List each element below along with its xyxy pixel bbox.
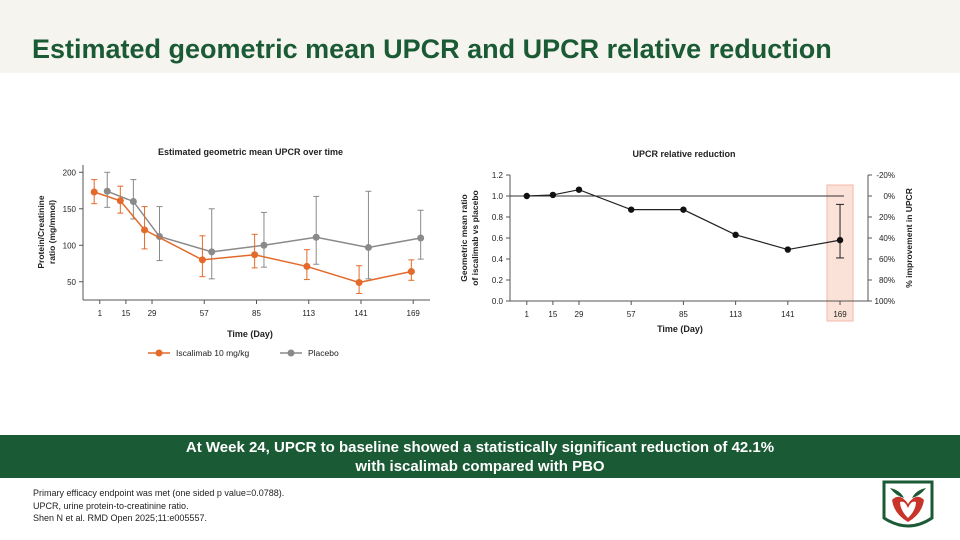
chart2-x-tick-label: 113 xyxy=(729,310,742,319)
chart2-title: UPCR relative reduction xyxy=(632,149,735,159)
footnote-1: Primary efficacy endpoint was met (one s… xyxy=(33,488,285,498)
chart2-y-tick-label: 0.4 xyxy=(492,255,504,264)
chart2-ratio-point xyxy=(523,192,530,200)
chart2-ratio-point xyxy=(680,206,687,213)
placebo-point xyxy=(364,243,372,251)
chart1-y-tick-label: 50 xyxy=(67,278,76,287)
chart2-ratio-line xyxy=(526,189,841,251)
chart2-y2-tick-label: 0% xyxy=(883,192,895,201)
chart2-y2-tick-label: 40% xyxy=(879,234,895,243)
legend-placebo-label: Placebo xyxy=(308,348,339,358)
chart2-y2-tick-label: 80% xyxy=(879,276,895,285)
iscalimab-point xyxy=(141,226,149,234)
placebo-point xyxy=(312,233,320,241)
iscalimab-series-line xyxy=(93,191,412,284)
iscalimab-point xyxy=(198,256,206,264)
chart1-title: Estimated geometric mean UPCR over time xyxy=(158,147,343,157)
iscalimab-point xyxy=(407,268,415,276)
placebo-series-line xyxy=(106,190,421,253)
chart1-x-tick-label: 169 xyxy=(407,309,421,318)
chart2-ratio-point xyxy=(627,206,635,213)
chart2-y-tick-label: 0.8 xyxy=(492,213,504,222)
chart1-x-tick-label: 141 xyxy=(354,309,368,318)
legend-placebo-marker xyxy=(287,349,295,357)
legend-iscalimab-label: Iscalimab 10 mg/kg xyxy=(176,348,249,358)
banner-line-1: At Week 24, UPCR to baseline showed a st… xyxy=(185,439,775,456)
placebo-point xyxy=(260,241,268,249)
chart1-x-tick-label: 85 xyxy=(252,309,261,318)
chart2-y2-tick-label: 20% xyxy=(879,213,895,222)
iscalimab-point xyxy=(355,278,363,286)
chart2-ratio-point xyxy=(836,236,844,244)
chart2-ratio-point xyxy=(575,186,583,193)
iscalimab-point xyxy=(303,262,311,270)
chart2-x-tick-label: 29 xyxy=(575,310,584,319)
chart2-x-tick-label: 15 xyxy=(548,310,557,319)
chart2-y-tick-label: 0.0 xyxy=(492,297,504,306)
chart2-y-axis-label: Geometric mean ratioof iscalimab vs plac… xyxy=(459,190,480,285)
chart2-y-tick-label: 1.2 xyxy=(492,171,504,180)
banner-line-2: with iscalimab compared with PBO xyxy=(355,458,605,475)
chart1-x-tick-label: 57 xyxy=(200,309,209,318)
chart2-y-tick-label: 0.6 xyxy=(492,234,504,243)
footnote-3: Shen N et al. RMD Open 2025;11:e005557. xyxy=(33,513,207,523)
title-band xyxy=(0,0,960,73)
chart1-y-tick-label: 200 xyxy=(63,168,77,177)
footnotes: Primary efficacy endpoint was met (one s… xyxy=(33,487,284,525)
chart1-y-axis-label: Protein/Creatinineratio (mg/mmol) xyxy=(36,195,57,268)
chart2-x-tick-label: 1 xyxy=(525,310,530,319)
iscalimab-point xyxy=(116,197,124,205)
chart2-y-tick-label: 0.2 xyxy=(492,276,504,285)
chart1-y-tick-label: 100 xyxy=(63,241,77,250)
placebo-point xyxy=(417,234,425,242)
chart2-ratio-point xyxy=(549,191,557,199)
chart2-y2-tick-label: -20% xyxy=(876,171,895,180)
placebo-point xyxy=(208,248,216,256)
footnote-2: UPCR, urine protein-to-creatinine ratio. xyxy=(33,500,189,511)
chart1-x-tick-label: 1 xyxy=(98,309,103,318)
chart2-y2-axis-label: % improvement in UPCR xyxy=(904,188,914,288)
chart2-x-tick-label: 169 xyxy=(833,310,847,319)
iscalimab-point xyxy=(90,188,98,196)
chart1-x-tick-label: 113 xyxy=(302,309,315,318)
chart1-x-tick-label: 15 xyxy=(121,309,130,318)
chart2-y2-tick-label: 100% xyxy=(875,297,895,306)
slide-title: Estimated geometric mean UPCR and UPCR r… xyxy=(32,34,832,64)
chart2-x-tick-label: 57 xyxy=(627,310,636,319)
chart2-x-axis-label: Time (Day) xyxy=(657,324,703,334)
chart2-y2-tick-label: 60% xyxy=(879,255,895,264)
chart1-x-axis-label: Time (Day) xyxy=(227,329,273,339)
chart2-x-tick-label: 141 xyxy=(781,310,795,319)
conclusion-banner: At Week 24, UPCR to baseline showed a st… xyxy=(0,435,960,478)
chart2-ratio-point xyxy=(784,246,792,253)
chart1-y-tick-label: 150 xyxy=(63,205,77,214)
chart1-x-tick-label: 29 xyxy=(148,309,157,318)
legend-iscalimab-marker xyxy=(155,349,163,357)
butterfly-logo-icon xyxy=(882,480,934,528)
placebo-point xyxy=(103,187,111,195)
placebo-point xyxy=(129,197,137,205)
chart2-y-tick-label: 1.0 xyxy=(492,192,504,201)
iscalimab-point xyxy=(251,251,259,259)
chart2-x-tick-label: 85 xyxy=(679,310,688,319)
chart2-ratio-point xyxy=(732,231,739,239)
